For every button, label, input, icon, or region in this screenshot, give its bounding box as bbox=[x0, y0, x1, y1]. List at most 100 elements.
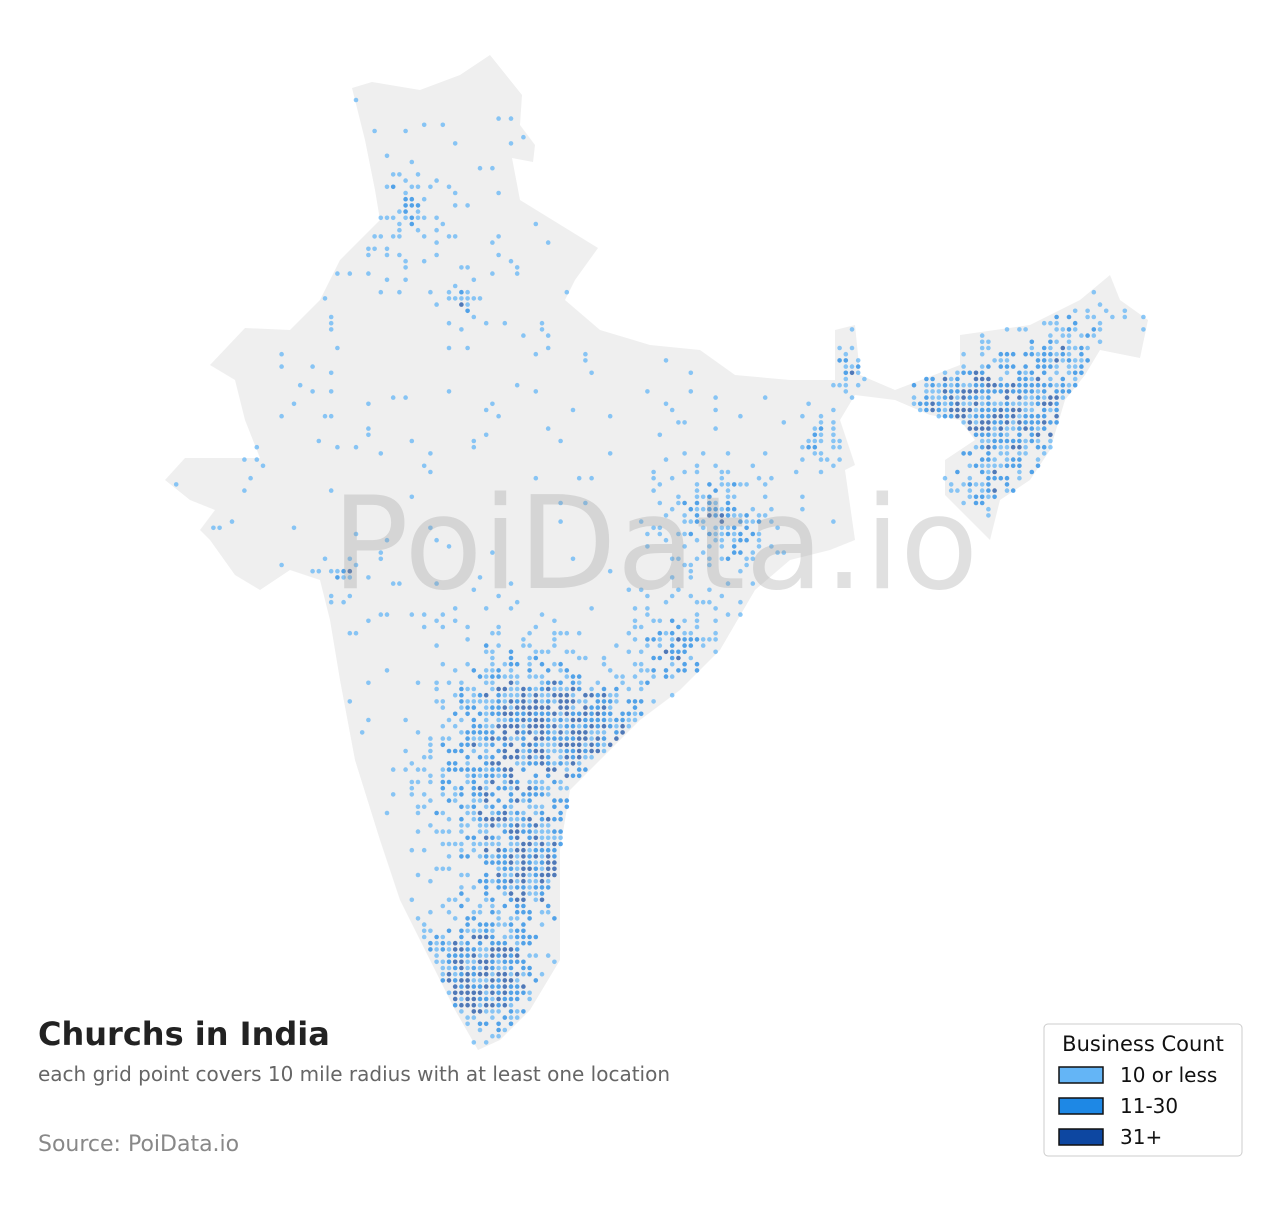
grid-point bbox=[440, 959, 446, 965]
grid-point bbox=[967, 407, 973, 413]
grid-point bbox=[421, 934, 427, 940]
grid-point bbox=[645, 593, 650, 599]
grid-point bbox=[465, 959, 470, 965]
grid-point bbox=[645, 643, 650, 648]
grid-point bbox=[626, 686, 632, 692]
grid-point bbox=[459, 823, 464, 828]
grid-point bbox=[564, 767, 570, 772]
grid-point bbox=[1035, 457, 1041, 462]
grid-point bbox=[496, 748, 501, 754]
grid-point bbox=[595, 748, 601, 754]
grid-point bbox=[471, 816, 477, 822]
grid-point bbox=[992, 469, 997, 475]
grid-point bbox=[508, 736, 514, 741]
grid-point bbox=[756, 519, 762, 524]
grid-point bbox=[1004, 438, 1010, 444]
grid-point bbox=[576, 680, 582, 686]
grid-point bbox=[620, 680, 625, 686]
grid-point bbox=[465, 302, 470, 307]
grid-point bbox=[651, 488, 656, 493]
country-shape bbox=[165, 55, 1148, 1050]
grid-point bbox=[514, 909, 520, 915]
grid-point bbox=[496, 847, 501, 853]
grid-point bbox=[533, 736, 539, 741]
grid-point bbox=[986, 426, 991, 431]
grid-point bbox=[570, 692, 576, 698]
grid-point bbox=[818, 413, 824, 419]
grid-point bbox=[738, 537, 743, 543]
grid-point bbox=[539, 971, 545, 977]
grid-point bbox=[1079, 370, 1084, 376]
grid-point bbox=[533, 866, 539, 872]
grid-point bbox=[521, 754, 526, 760]
grid-point bbox=[477, 711, 483, 717]
grid-point bbox=[428, 748, 433, 754]
grid-point bbox=[502, 785, 508, 791]
grid-point bbox=[614, 674, 619, 679]
grid-point bbox=[626, 711, 632, 717]
grid-point bbox=[229, 519, 235, 524]
grid-point bbox=[564, 711, 570, 717]
grid-point bbox=[583, 358, 588, 363]
grid-point bbox=[440, 705, 446, 710]
grid-point bbox=[477, 742, 483, 748]
grid-point bbox=[465, 754, 470, 760]
grid-point bbox=[1085, 333, 1090, 338]
grid-point bbox=[1004, 426, 1010, 431]
grid-point bbox=[1041, 395, 1047, 400]
grid-point bbox=[452, 692, 458, 698]
grid-point bbox=[682, 451, 687, 456]
grid-point bbox=[930, 382, 935, 388]
grid-point bbox=[527, 723, 532, 729]
grid-point bbox=[601, 711, 607, 717]
grid-point bbox=[533, 655, 539, 661]
grid-point bbox=[446, 767, 452, 772]
grid-point bbox=[508, 860, 514, 865]
grid-point bbox=[397, 289, 402, 295]
grid-point bbox=[297, 382, 303, 388]
grid-point bbox=[477, 773, 483, 779]
grid-point bbox=[483, 717, 489, 723]
grid-point bbox=[948, 389, 954, 394]
grid-point bbox=[688, 389, 694, 394]
grid-point bbox=[490, 984, 495, 989]
grid-point bbox=[1017, 327, 1022, 332]
grid-point bbox=[1010, 389, 1016, 394]
grid-point bbox=[663, 668, 669, 673]
grid-point bbox=[434, 581, 439, 586]
grid-point bbox=[1054, 364, 1059, 369]
grid-point bbox=[1054, 420, 1059, 425]
grid-point bbox=[316, 568, 322, 574]
grid-point bbox=[508, 798, 514, 803]
grid-point bbox=[942, 389, 948, 394]
grid-point bbox=[502, 773, 508, 779]
grid-point bbox=[384, 612, 390, 617]
grid-point bbox=[508, 779, 514, 785]
grid-point bbox=[521, 711, 526, 717]
grid-point bbox=[446, 389, 452, 394]
grid-point bbox=[583, 723, 588, 729]
grid-point bbox=[694, 469, 700, 475]
grid-point bbox=[539, 699, 545, 704]
grid-point bbox=[1035, 438, 1041, 444]
grid-point bbox=[514, 934, 520, 940]
grid-point bbox=[669, 692, 675, 698]
grid-point bbox=[477, 909, 483, 915]
grid-point bbox=[973, 500, 979, 506]
grid-point bbox=[508, 785, 514, 791]
grid-point bbox=[440, 978, 446, 983]
grid-point bbox=[384, 277, 390, 283]
map-subtitle: each grid point covers 10 mile radius wi… bbox=[38, 1062, 670, 1086]
grid-point bbox=[539, 810, 545, 816]
grid-point bbox=[508, 1021, 514, 1027]
grid-point bbox=[483, 705, 489, 710]
grid-point bbox=[421, 196, 427, 202]
grid-point bbox=[471, 909, 477, 915]
grid-point bbox=[496, 767, 501, 772]
grid-point bbox=[1017, 401, 1022, 407]
grid-point bbox=[657, 525, 663, 531]
grid-point bbox=[1072, 382, 1078, 388]
grid-point bbox=[545, 854, 551, 859]
grid-point bbox=[502, 922, 508, 927]
grid-point bbox=[421, 215, 427, 221]
